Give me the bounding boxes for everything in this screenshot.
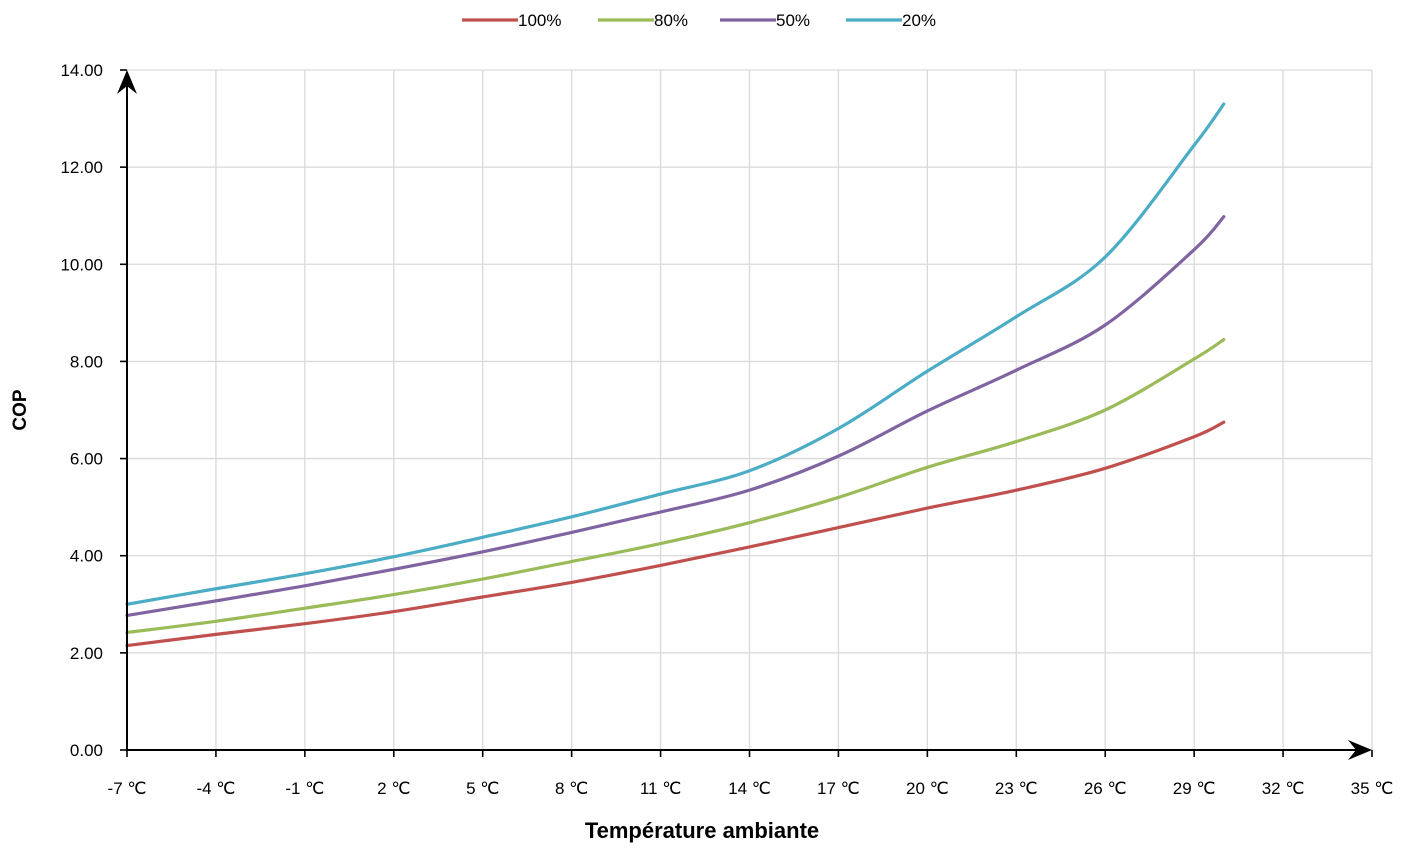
legend-label: 80% [654, 11, 688, 30]
x-axis-title: Température ambiante [585, 818, 819, 843]
y-tick-label: 4.00 [70, 547, 103, 566]
y-tick-label: 6.00 [70, 450, 103, 469]
y-tick-label: 10.00 [60, 255, 103, 274]
y-axis-title: COP [10, 389, 31, 431]
legend-label: 50% [776, 11, 810, 30]
legend-label: 20% [902, 11, 936, 30]
x-tick-label: 35 ℃ [1351, 779, 1394, 798]
y-tick-label: 8.00 [70, 352, 103, 371]
series-line-50pct [125, 215, 1226, 618]
x-tick-label: 29 ℃ [1173, 779, 1216, 798]
legend-label: 100% [518, 11, 561, 30]
y-tick-label: 0.00 [70, 741, 103, 760]
tick-labels: -7 ℃ -4 ℃ -1 ℃ 2 ℃ 5 ℃ 8 ℃ 11 ℃ 14 ℃ 17 ℃ 20 ℃ 23 … [60, 61, 1393, 798]
x-tick-label: 32 ℃ [1262, 779, 1305, 798]
x-axis-arrow-icon [1348, 740, 1372, 760]
x-tick-label: 11 ℃ [640, 779, 681, 798]
x-tick-label: 26 ℃ [1084, 779, 1127, 798]
series-line-20pct [125, 102, 1226, 606]
x-tick-label: -7 ℃ [108, 779, 147, 798]
gridlines [127, 69, 1373, 750]
y-tick-label: 14.00 [60, 61, 103, 80]
series-lines [125, 102, 1226, 648]
x-tick-label: -4 ℃ [196, 779, 235, 798]
x-tick-label: 2 ℃ [377, 779, 410, 798]
x-tick-label: 14 ℃ [728, 779, 771, 798]
y-tick-label: 2.00 [70, 644, 103, 663]
x-tick-label: 23 ℃ [995, 779, 1038, 798]
x-tick-label: 20 ℃ [906, 779, 949, 798]
x-tick-label: 5 ℃ [466, 779, 499, 798]
x-tick-label: 8 ℃ [555, 779, 588, 798]
series-line-80pct [125, 337, 1226, 635]
x-tick-label: -1 ℃ [285, 779, 324, 798]
y-tick-label: 12.00 [60, 158, 103, 177]
legend: 100% 80% 50% 20% [462, 11, 936, 30]
y-axis-arrow-icon [117, 70, 137, 94]
axes [117, 69, 1373, 760]
x-tick-label: 17 ℃ [817, 779, 860, 798]
series-line-100pct [125, 420, 1226, 648]
